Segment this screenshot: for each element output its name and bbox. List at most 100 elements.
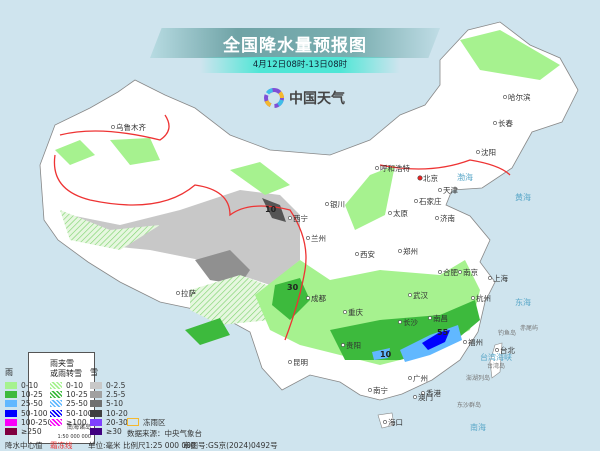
city-marker <box>503 95 507 99</box>
city-marker <box>288 360 292 364</box>
city-marker <box>288 216 292 220</box>
city-label: 重庆 <box>348 307 363 317</box>
city-label: 杭州 <box>476 293 491 303</box>
city-marker <box>355 252 359 256</box>
city-label: 上海 <box>493 273 508 283</box>
city-label: 西安 <box>360 249 375 259</box>
city-label: 香港 <box>426 388 441 398</box>
city-marker <box>458 270 462 274</box>
city-label: 南宁 <box>373 385 388 395</box>
city-marker <box>383 420 387 424</box>
moderate-rain-area <box>185 278 480 360</box>
sea-label: 南海 <box>470 422 486 432</box>
frost-line <box>53 154 307 341</box>
island-label: 钓鱼岛 <box>498 329 516 337</box>
island-label: 台湾岛 <box>487 362 505 370</box>
inset-label: 南海诸岛 <box>66 424 91 431</box>
snow-area <box>70 190 300 285</box>
city-marker <box>176 291 180 295</box>
weather-logo-icon <box>264 88 284 108</box>
rain-center-value: 10 <box>265 205 277 214</box>
city-marker <box>413 395 417 399</box>
snow-area-heavy <box>262 198 286 222</box>
city-label: 乌鲁木齐 <box>116 122 146 132</box>
sea-label: 东海 <box>515 297 531 307</box>
city-marker <box>341 343 345 347</box>
mixed-precip-area <box>60 210 160 250</box>
city-marker <box>398 320 402 324</box>
city-label: 广州 <box>413 373 428 383</box>
city-label: 银川 <box>330 200 345 209</box>
island-label: 东沙群岛 <box>457 401 481 409</box>
title-banner <box>150 28 440 58</box>
city-label: 哈尔滨 <box>508 92 531 102</box>
city-marker <box>306 236 310 240</box>
sea-label: 黄海 <box>515 192 531 202</box>
frost-line <box>379 159 511 176</box>
city-label: 呼和浩特 <box>380 163 410 173</box>
city-marker <box>414 199 418 203</box>
rain-center-value: 55 <box>437 328 449 337</box>
city-marker <box>388 211 392 215</box>
city-label: 北京 <box>423 173 438 183</box>
city-label: 石家庄 <box>419 196 442 206</box>
city-label: 澳门 <box>418 392 433 402</box>
city-marker <box>375 166 379 170</box>
rainstorm-area <box>422 330 450 350</box>
island-label: 澎湖列岛 <box>466 374 490 382</box>
city-label: 济南 <box>440 213 455 223</box>
island-label: 赤尾屿 <box>520 324 538 332</box>
city-label: 南京 <box>463 267 478 277</box>
city-marker <box>463 340 467 344</box>
map-title: 全国降水量预报图 <box>223 36 367 56</box>
city-label: 拉萨 <box>181 288 196 298</box>
south-china-sea-inset: 南海诸岛 1:50 000 000 <box>28 352 95 444</box>
taiwan <box>489 342 503 379</box>
city-label: 成都 <box>311 293 326 303</box>
city-label: 合肥 <box>443 267 458 277</box>
map-subtitle: 4月12日08时-13日08时 <box>252 60 348 70</box>
city-marker <box>417 175 423 181</box>
logo-text: 中国天气 <box>289 91 345 107</box>
subtitle-bar <box>200 57 400 73</box>
city-label: 太原 <box>393 208 408 218</box>
city-label: 西宁 <box>293 213 308 223</box>
city-label: 武汉 <box>413 290 428 300</box>
city-marker <box>495 348 499 352</box>
city-marker <box>428 316 432 320</box>
city-marker <box>408 376 412 380</box>
city-marker <box>421 391 425 395</box>
city-marker <box>438 188 442 192</box>
logo: 中国天气 <box>263 87 345 109</box>
city-marker <box>325 202 329 206</box>
inset-scale: 1:50 000 000 <box>57 434 92 440</box>
city-label: 南昌 <box>433 313 448 323</box>
city-label: 海口 <box>388 417 403 427</box>
city-label: 兰州 <box>311 233 326 243</box>
rain-center-value: 30 <box>287 283 299 292</box>
sea-label: 台湾海峡 <box>480 352 512 362</box>
sea-label: 渤海 <box>457 172 473 182</box>
city-marker <box>368 388 372 392</box>
city-label: 郑州 <box>403 246 418 256</box>
city-label: 台北 <box>500 345 515 355</box>
city-marker <box>493 121 497 125</box>
city-marker <box>306 296 310 300</box>
rain-center-value: 10 <box>380 350 392 359</box>
city-marker <box>435 216 439 220</box>
city-marker <box>471 296 475 300</box>
mixed-precip-area <box>190 275 280 325</box>
city-marker <box>398 249 402 253</box>
city-label: 沈阳 <box>481 147 496 157</box>
light-rain-area <box>55 30 560 365</box>
city-marker <box>408 293 412 297</box>
city-marker <box>488 276 492 280</box>
city-marker <box>476 150 480 154</box>
city-label: 贵阳 <box>346 340 361 350</box>
city-label: 昆明 <box>293 358 308 367</box>
frost-line <box>59 114 170 141</box>
city-label: 福州 <box>468 338 483 347</box>
city-marker <box>111 125 115 129</box>
